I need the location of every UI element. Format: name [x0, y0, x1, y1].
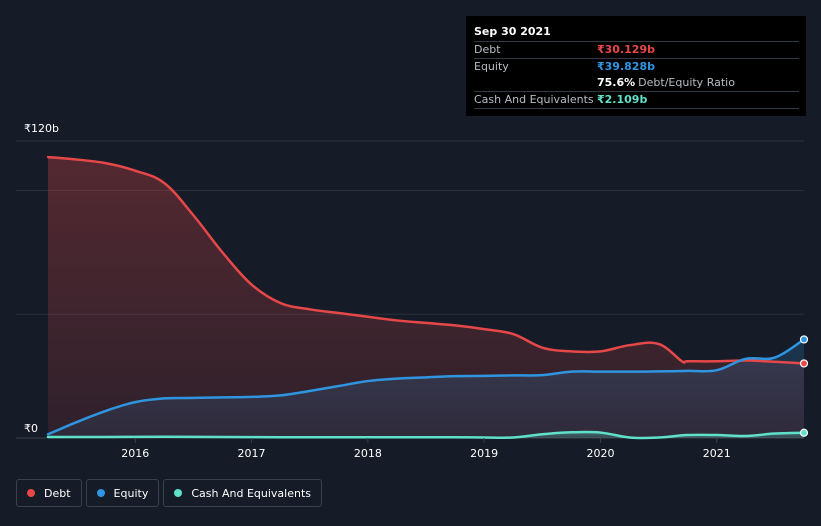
tooltip-row-ratio: 75.6% Debt/Equity Ratio [474, 75, 799, 92]
tooltip-equity-label: Equity [474, 60, 509, 73]
debt-end-marker [799, 359, 809, 368]
equity-dot-icon [96, 489, 105, 497]
tooltip-equity-value: ₹39.828b [597, 60, 655, 73]
cash-dot-icon [174, 489, 183, 497]
tooltip-debt-value: ₹30.129b [597, 43, 655, 56]
equity-line [46, 338, 806, 436]
chart-legend: Debt Equity Cash And Equivalents [16, 479, 326, 507]
legend-equity-label: Equity [113, 486, 149, 500]
legend-item-equity[interactable]: Equity [85, 479, 160, 507]
tooltip-row-debt: Debt ₹30.129b [474, 42, 799, 59]
tooltip-debt-label: Debt [474, 43, 501, 56]
legend-item-debt[interactable]: Debt [16, 479, 82, 507]
tooltip-ratio-value: 75.6% [597, 76, 636, 89]
tooltip-row-cash: Cash And Equivalents ₹2.109b [474, 92, 799, 109]
tooltip-row-equity: Equity ₹39.828b [474, 59, 799, 75]
series-areas [48, 157, 804, 439]
series-lines [46, 155, 806, 440]
tooltip-date: Sep 30 2021 [474, 23, 799, 42]
tooltip-ratio-label: Debt/Equity Ratio [638, 76, 735, 89]
x-tick-label-2017: 2017 [238, 447, 266, 460]
x-axis: 2016 2017 2018 2019 2020 2021 [121, 438, 731, 460]
x-tick-label-2016: 2016 [121, 447, 149, 460]
y-axis-top-label: ₹120b [24, 122, 59, 135]
y-axis-bottom-label: ₹0 [24, 422, 38, 435]
cash-and-equivalents-line [46, 430, 806, 440]
tooltip-cash-label: Cash And Equivalents [474, 93, 594, 106]
end-markers [799, 335, 809, 437]
x-tick-label-2018: 2018 [354, 447, 382, 460]
x-tick-label-2021: 2021 [703, 447, 731, 460]
debt-line [46, 155, 806, 365]
debt-area [48, 157, 804, 438]
tooltip-ratio-spacer [474, 75, 597, 91]
data-tooltip: Sep 30 2021 Debt ₹30.129b Equity ₹39.828… [466, 16, 806, 116]
x-tick-label-2020: 2020 [586, 447, 614, 460]
legend-cash-label: Cash And Equivalents [191, 486, 311, 500]
equity-area [48, 339, 804, 438]
legend-item-cash[interactable]: Cash And Equivalents [163, 479, 322, 507]
legend-debt-label: Debt [44, 486, 71, 500]
equity-end-marker [799, 335, 809, 344]
debt-dot-icon [27, 489, 35, 497]
x-tick-label-2019: 2019 [470, 447, 498, 460]
cash-and-equivalents-area [48, 431, 804, 439]
cash-and-equivalents-end-marker [799, 428, 809, 437]
tooltip-cash-value: ₹2.109b [597, 93, 648, 106]
